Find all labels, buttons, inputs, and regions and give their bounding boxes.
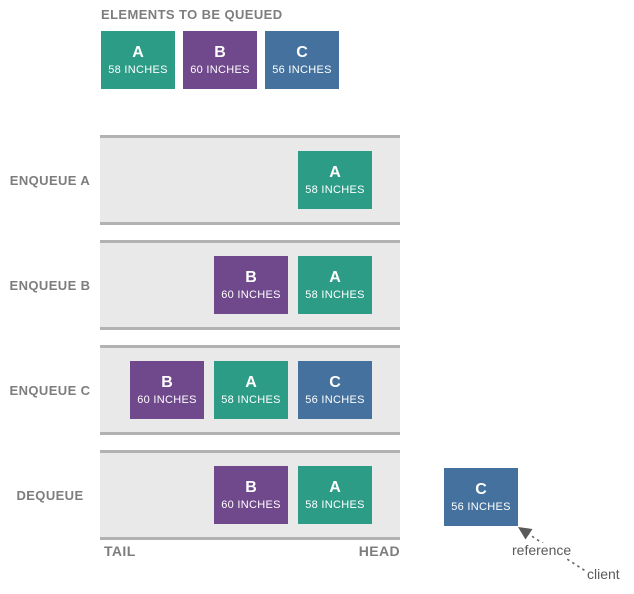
element-size: 56 INCHES (451, 500, 511, 513)
queue-element-b: B 60 INCHES (214, 256, 288, 314)
element-letter: A (329, 268, 341, 286)
element-size: 60 INCHES (190, 63, 250, 76)
element-letter: B (214, 43, 226, 61)
element-letter: B (161, 373, 173, 391)
queue-element-b: B 60 INCHES (214, 466, 288, 524)
row-label-dequeue: DEQUEUE (16, 487, 84, 503)
element-letter: A (132, 43, 144, 61)
element-letter: A (329, 478, 341, 496)
queue-track-dequeue: B 60 INCHES A 58 INCHES (100, 450, 400, 540)
element-letter: C (296, 43, 308, 61)
element-size: 58 INCHES (221, 393, 281, 406)
enqueue-b-row: ENQUEUE B B 60 INCHES A 58 INCHES (0, 240, 634, 330)
queue-element-a: A 58 INCHES (298, 256, 372, 314)
enqueue-a-row: ENQUEUE A A 58 INCHES (0, 135, 634, 225)
legend-elements-row: A 58 INCHES B 60 INCHES C 56 INCHES (101, 31, 339, 89)
enqueue-c-row: ENQUEUE C B 60 INCHES A 58 INCHES C 56 I… (0, 345, 634, 435)
row-label-enqueue-b: ENQUEUE B (9, 277, 91, 293)
queue-track-enqueue-b: B 60 INCHES A 58 INCHES (100, 240, 400, 330)
element-size: 60 INCHES (221, 498, 281, 511)
legend-element-a: A 58 INCHES (101, 31, 175, 89)
client-annotation: client (585, 566, 622, 583)
element-letter: C (329, 373, 341, 391)
element-size: 58 INCHES (108, 63, 168, 76)
dequeue-row: DEQUEUE B 60 INCHES A 58 INCHES (0, 450, 634, 540)
element-letter: C (475, 480, 487, 498)
queue-element-b: B 60 INCHES (130, 361, 204, 419)
queue-ends-row: TAIL HEAD (100, 543, 400, 559)
queue-track-enqueue-a: A 58 INCHES (100, 135, 400, 225)
diagram-title: ELEMENTS TO BE QUEUED (101, 7, 283, 22)
element-size: 56 INCHES (272, 63, 332, 76)
queue-element-c: C 56 INCHES (298, 361, 372, 419)
legend-element-b: B 60 INCHES (183, 31, 257, 89)
head-label: HEAD (358, 543, 400, 559)
element-letter: A (245, 373, 257, 391)
dequeued-element-c: C 56 INCHES (444, 468, 518, 526)
arrowhead-icon (518, 527, 533, 540)
element-size: 58 INCHES (305, 288, 365, 301)
reference-arrow (518, 527, 588, 573)
element-size: 60 INCHES (137, 393, 197, 406)
queue-track-enqueue-c: B 60 INCHES A 58 INCHES C 56 INCHES (100, 345, 400, 435)
row-label-enqueue-a: ENQUEUE A (9, 172, 91, 188)
element-size: 58 INCHES (305, 183, 365, 196)
legend-element-c: C 56 INCHES (265, 31, 339, 89)
queue-element-a: A 58 INCHES (214, 361, 288, 419)
element-size: 60 INCHES (221, 288, 281, 301)
tail-label: TAIL (104, 543, 136, 559)
element-letter: A (329, 163, 341, 181)
element-letter: B (245, 268, 257, 286)
queue-element-a: A 58 INCHES (298, 466, 372, 524)
row-label-enqueue-c: ENQUEUE C (9, 382, 91, 398)
reference-annotation: reference (510, 542, 574, 559)
element-size: 58 INCHES (305, 498, 365, 511)
queue-element-a: A 58 INCHES (298, 151, 372, 209)
element-letter: B (245, 478, 257, 496)
element-size: 56 INCHES (305, 393, 365, 406)
